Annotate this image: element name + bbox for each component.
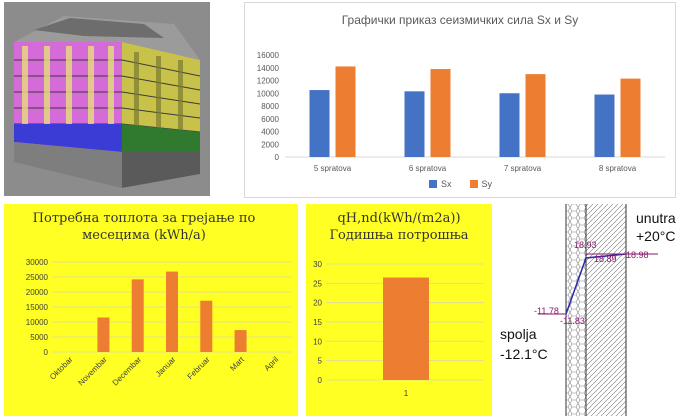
heating-demand-chart: Потребна топлота за грејање по месецима … bbox=[4, 204, 298, 416]
chart-title: qH,nd(kWh/(m2a)) Годишња потрошња bbox=[329, 211, 469, 243]
x-tick-label: Februar bbox=[186, 355, 212, 381]
heating-plot: 0 5000 10000 15000 20000 25000 30000 Oktobar Nov… bbox=[26, 258, 292, 388]
y-tick-label: 16000 bbox=[257, 51, 280, 60]
bar-sx bbox=[499, 93, 520, 157]
y-tick-label: 0 bbox=[275, 153, 280, 162]
bar-month bbox=[200, 300, 213, 352]
y-tick-label: 2000 bbox=[261, 140, 279, 149]
bar-sx bbox=[404, 91, 425, 157]
temp-value: -11.78 bbox=[534, 306, 559, 316]
x-tick-label: Mart bbox=[228, 355, 246, 373]
annual-consumption-chart: qH,nd(kWh/(m2a)) Годишња потрошња 0 5 10 15… bbox=[306, 204, 492, 416]
bar-sx bbox=[594, 94, 615, 157]
y-tick-label: 14000 bbox=[257, 64, 280, 73]
bar-sy bbox=[525, 74, 546, 157]
building-illustration bbox=[14, 16, 201, 188]
bar-sy bbox=[620, 78, 641, 157]
y-tick-label: 4000 bbox=[261, 128, 279, 137]
temp-value: 18.89 bbox=[594, 254, 617, 264]
y-tick-label: 10 bbox=[313, 337, 322, 346]
x-tick-label: 5 spratova bbox=[314, 164, 352, 173]
bar-month bbox=[234, 330, 247, 352]
y-tick-label: 8000 bbox=[261, 102, 279, 111]
legend-label-sx: Sx bbox=[441, 179, 452, 189]
y-tick-label: 6000 bbox=[261, 115, 279, 124]
x-tick-label: Novembar bbox=[76, 355, 109, 388]
y-tick-label: 5 bbox=[318, 357, 323, 366]
y-tick-label: 25 bbox=[313, 279, 322, 288]
bar-sx bbox=[309, 90, 330, 157]
y-tick-label: 20000 bbox=[26, 288, 49, 297]
temp-value: -11.83 bbox=[560, 316, 585, 326]
y-tick-label: 12000 bbox=[257, 77, 280, 86]
seismic-plot: 0 2000 4000 6000 8000 10000 12000 14000 16000 5 s… bbox=[257, 51, 665, 173]
chart-title: Графички приказ сеизмичких сила Sx и Sy bbox=[341, 13, 579, 27]
bar-sy bbox=[335, 66, 356, 157]
wall-section-drawing bbox=[538, 204, 658, 416]
bar-sy bbox=[430, 69, 451, 157]
bar-month bbox=[166, 271, 178, 352]
y-tick-label: 10000 bbox=[26, 318, 49, 327]
inside-temperature: +20°C bbox=[636, 228, 676, 244]
inside-label: unutra bbox=[636, 210, 676, 226]
x-tick-label: 8 spratova bbox=[599, 164, 637, 173]
wall-temperature-section: unutra +20°C spolja -12.1°C 18.93 18.89 … bbox=[498, 204, 678, 416]
bar-month bbox=[97, 317, 110, 352]
y-tick-label: 20 bbox=[313, 299, 322, 308]
legend-swatch-sx bbox=[429, 180, 437, 188]
seismic-forces-chart: Графички приказ сеизмичких сила Sx и Sy … bbox=[244, 2, 676, 198]
building-3d-model bbox=[4, 2, 210, 196]
chart-legend: Sx Sy bbox=[429, 179, 492, 189]
temp-value: 18.93 bbox=[574, 240, 597, 250]
y-tick-label: 10000 bbox=[257, 89, 280, 98]
chart-title: Потребна топлота за грејање по месецима … bbox=[32, 211, 256, 243]
y-tick-label: 30 bbox=[313, 260, 322, 269]
legend-label-sy: Sy bbox=[481, 179, 493, 189]
x-tick-label: Decembar bbox=[111, 355, 144, 388]
x-tick-label: Januar bbox=[154, 355, 178, 379]
legend-swatch-sy bbox=[469, 180, 478, 188]
y-tick-label: 30000 bbox=[26, 258, 49, 267]
x-tick-label: 7 spratova bbox=[504, 164, 542, 173]
x-tick-label: 6 spratova bbox=[409, 164, 447, 173]
y-tick-label: 15000 bbox=[26, 303, 49, 312]
y-tick-label: 0 bbox=[318, 376, 323, 385]
bar-month bbox=[131, 279, 144, 352]
y-tick-label: 0 bbox=[44, 348, 49, 357]
temp-value: 18.98 bbox=[626, 250, 649, 260]
outside-temperature: -12.1°C bbox=[500, 346, 548, 362]
consumption-plot: 0 5 10 15 20 25 30 1 bbox=[313, 260, 484, 398]
y-tick-label: 25000 bbox=[26, 273, 49, 282]
outside-label: spolja bbox=[500, 326, 537, 342]
bar-annual bbox=[383, 277, 429, 380]
y-tick-label: 5000 bbox=[30, 333, 48, 342]
x-tick-label: 1 bbox=[404, 389, 409, 398]
x-tick-label: April bbox=[263, 355, 281, 373]
x-tick-label: Oktobar bbox=[48, 355, 75, 382]
y-tick-label: 15 bbox=[313, 318, 322, 327]
